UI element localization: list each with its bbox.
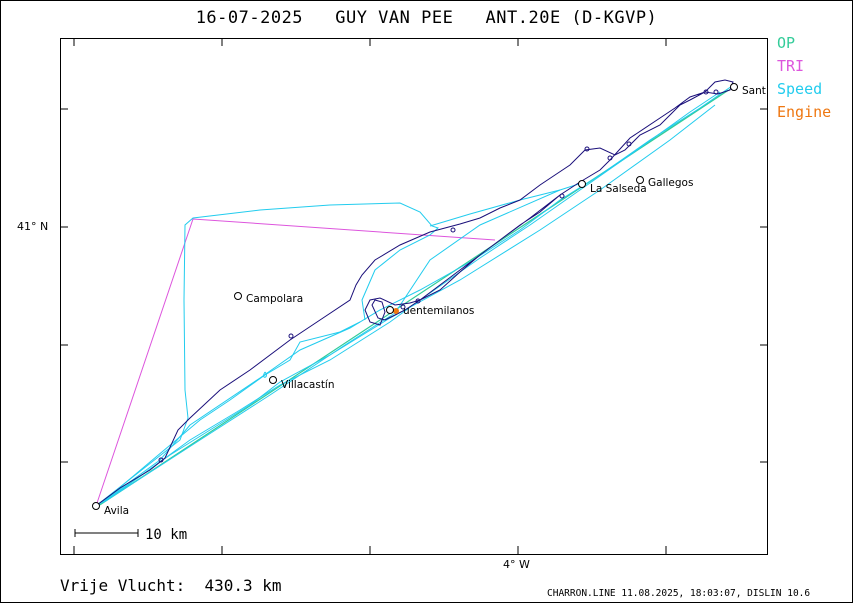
axis-ticks (60, 38, 768, 554)
place-label-la-salseda: La Salseda (590, 183, 647, 195)
legend-op: OP (777, 34, 796, 52)
distance-value: 430.3 km (204, 576, 282, 595)
engine-marker (393, 308, 399, 314)
place-marker-sant (730, 83, 738, 91)
place-marker-la-salseda (578, 180, 586, 188)
place-marker-avila (92, 502, 100, 510)
legend-engine: Engine (777, 103, 832, 121)
chart-title: 16-07-2025 GUY VAN PEE ANT.20E (D-KGVP) (195, 8, 658, 28)
place-marker-villacastin (269, 376, 277, 384)
place-label-sant: Sant (742, 85, 766, 97)
scale-label: 10 km (145, 527, 188, 543)
speed-track (96, 85, 733, 506)
place-marker-campolara (234, 292, 242, 300)
longitude-label: 4° W (503, 558, 530, 571)
place-label-avila: Avila (104, 505, 130, 517)
free-flight-distance: Vrije Vlucht: 430.3 km (60, 576, 282, 595)
main-track (96, 79, 734, 506)
footer-credit: CHARRON.LINE 11.08.2025, 18:03:07, DISLI… (547, 588, 811, 599)
place-label-campolara: Campolara (246, 293, 304, 305)
place-marker-fuentemilanos (386, 306, 394, 314)
op-legs (97, 85, 736, 507)
track-markers (158, 89, 719, 463)
place-label-fuentemilanos: uentemilanos (403, 305, 475, 317)
tri-task-line (95, 218, 496, 507)
map-frame (60, 38, 768, 555)
latitude-label: 41° N (17, 220, 49, 233)
legend-tri: TRI (777, 57, 805, 75)
distance-label: Vrije Vlucht: (60, 576, 186, 595)
place-markers (92, 83, 738, 510)
legend-speed: Speed (777, 80, 823, 98)
scale-bar (74, 529, 139, 537)
place-label-gallegos: Gallegos (648, 177, 694, 189)
place-label-villacastin: Villacastín (281, 379, 335, 391)
place-marker-gallegos (636, 176, 644, 184)
